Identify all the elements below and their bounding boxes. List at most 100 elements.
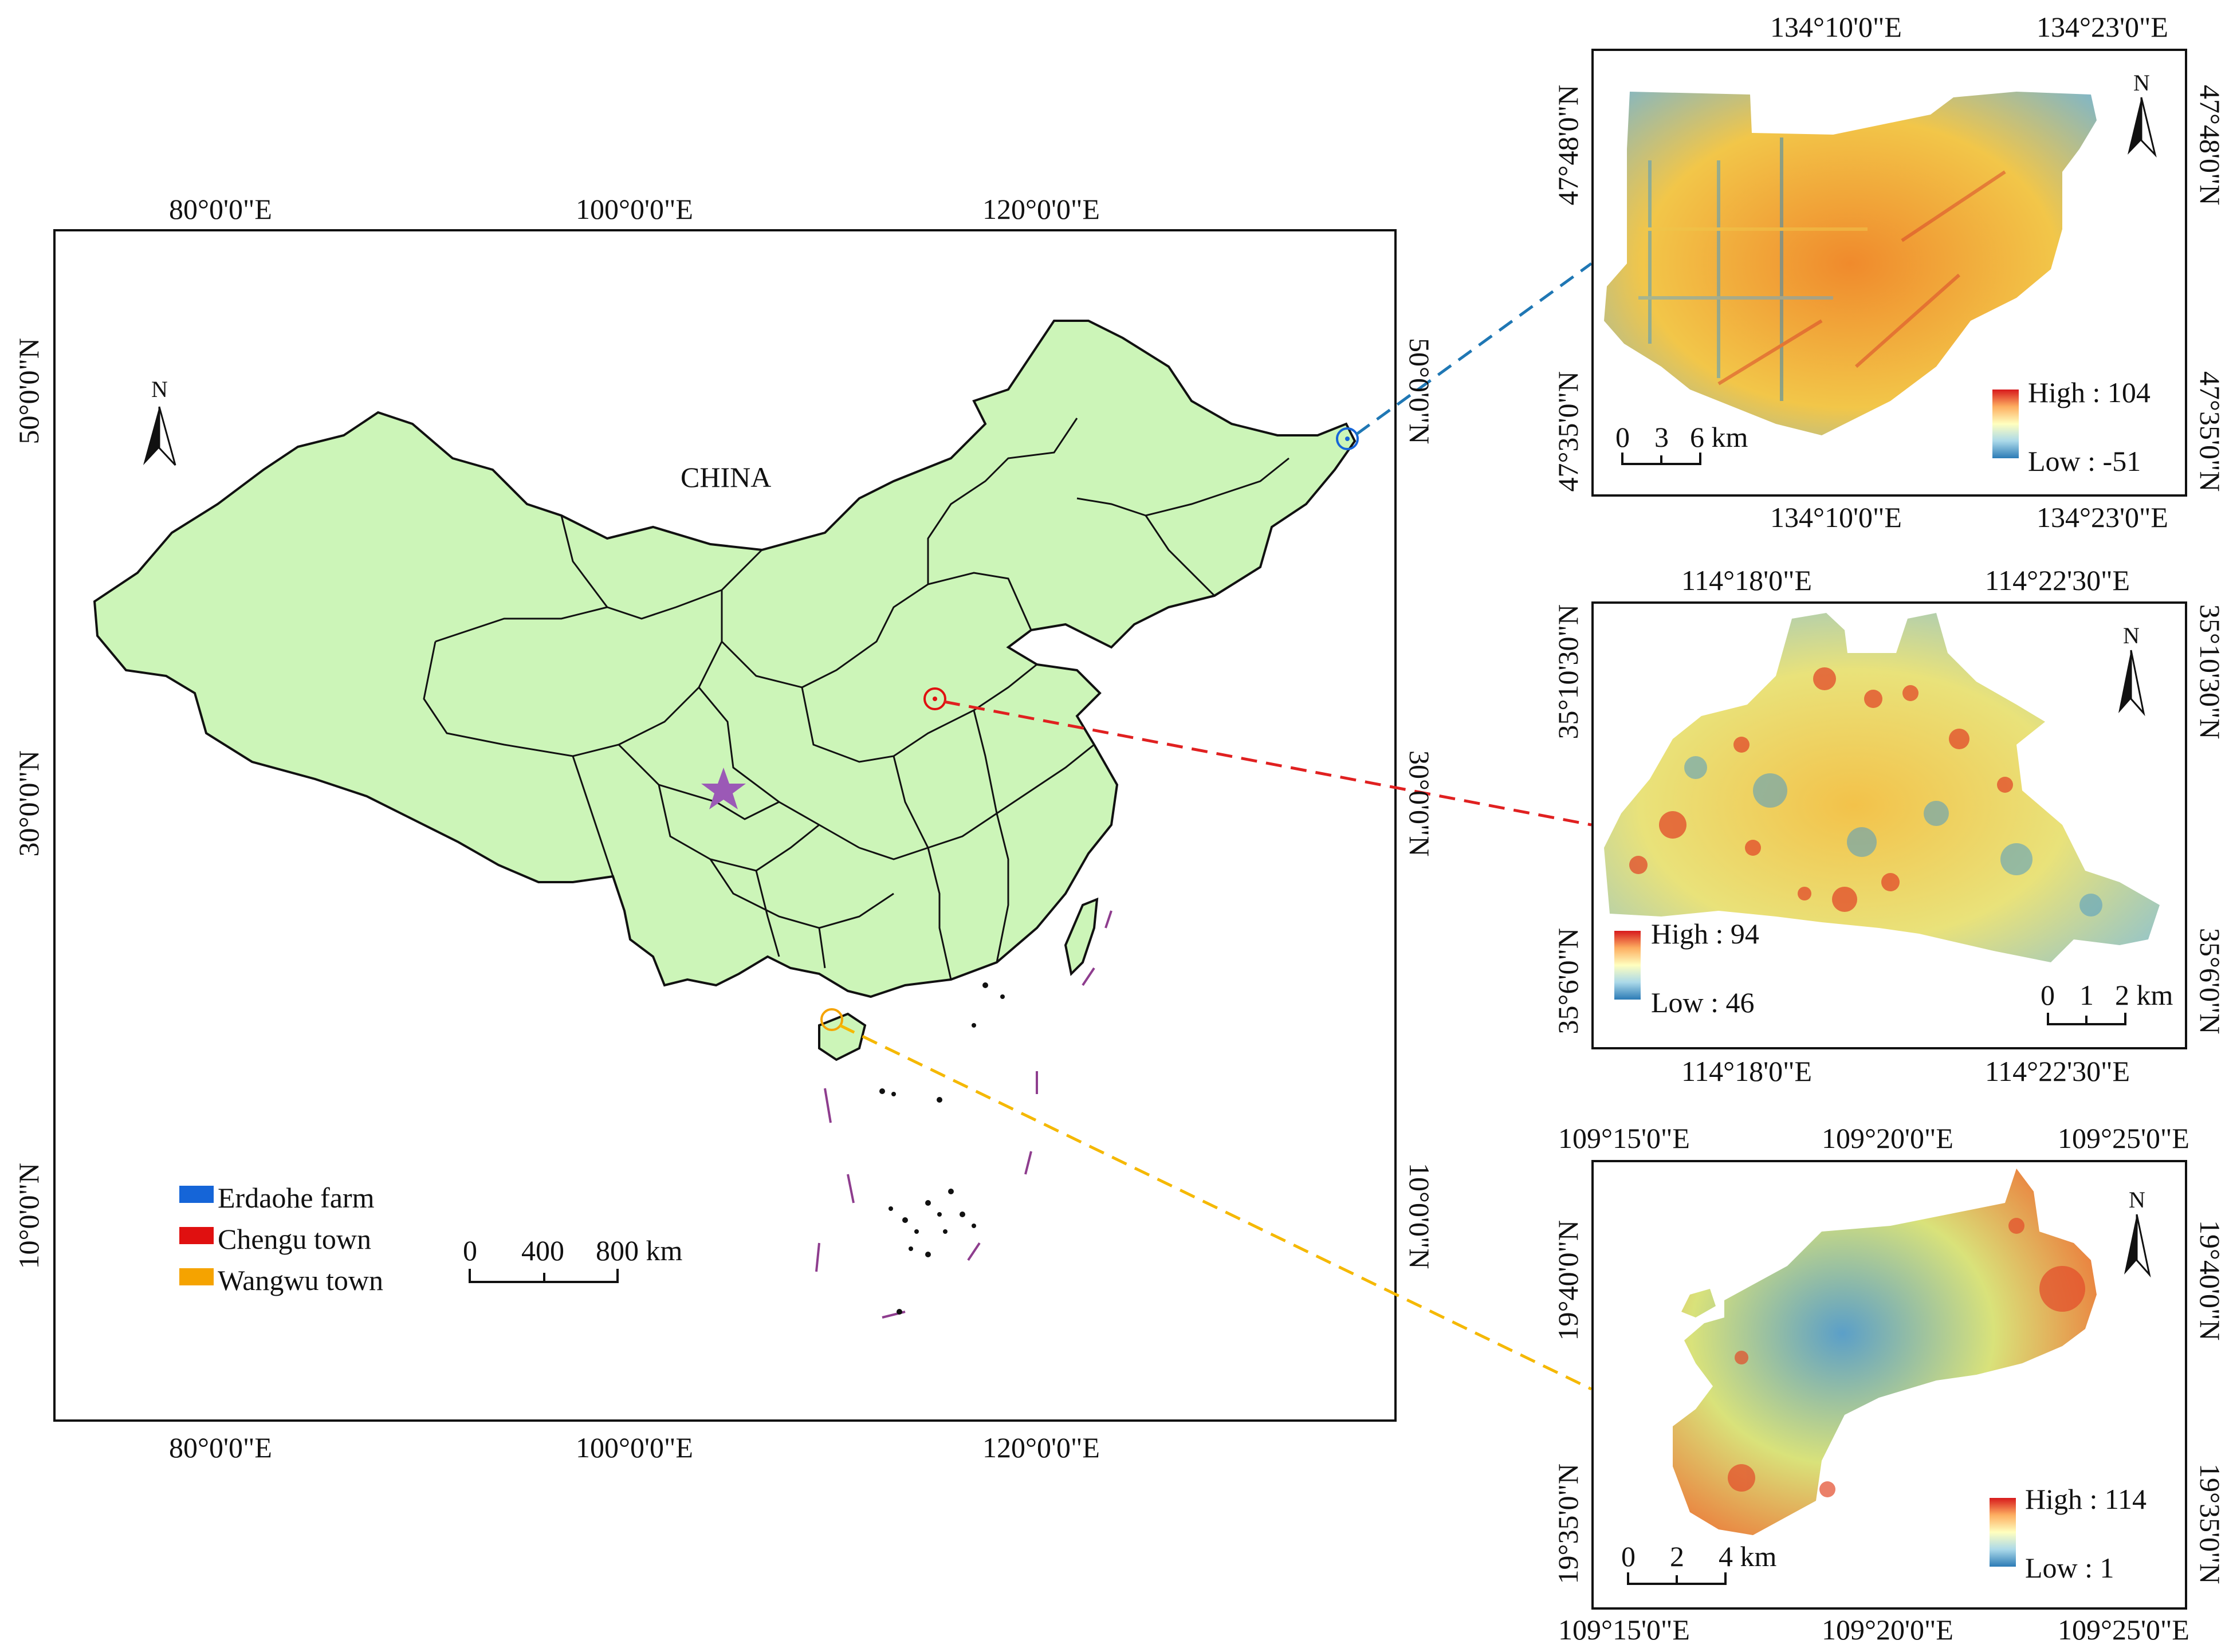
wangwu-inset-frame bbox=[1591, 1160, 2187, 1610]
chengu-right-lat-2: 35°6'0"N bbox=[2194, 928, 2226, 1035]
erdaohe-left-lat-2: 47°35'0"N bbox=[1552, 371, 1584, 492]
chengu-right-lat-1: 35°10'30"N bbox=[2194, 604, 2226, 740]
wangwu-leader-line bbox=[839, 1024, 1593, 1391]
wangwu-north-arrow bbox=[2124, 1214, 2151, 1278]
wangwu-scale-2: 2 bbox=[1670, 1540, 1684, 1572]
wangwu-high-label: High : 114 bbox=[2025, 1483, 2147, 1515]
wangwu-color-ramp bbox=[1990, 1498, 2016, 1567]
erdaohe-low-label: Low : -51 bbox=[2028, 445, 2141, 477]
hainan-island-shape bbox=[818, 1012, 867, 1061]
star-marker bbox=[701, 768, 746, 809]
chengu-scale-2: 2 km bbox=[2115, 979, 2173, 1011]
main-top-lon-label-2: 100°0'0"E bbox=[576, 193, 693, 225]
erdaohe-scale-0: 0 bbox=[1615, 421, 1630, 453]
chengu-leader-line bbox=[943, 700, 1592, 827]
chengu-scale-0: 0 bbox=[2041, 979, 2055, 1011]
erdaohe-scale-bar bbox=[1621, 453, 1701, 465]
main-top-lon-label-1: 80°0'0"E bbox=[169, 193, 272, 225]
erdaohe-high-label: High : 104 bbox=[2028, 376, 2151, 408]
legend-label-erdaohe: Erdaohe farm bbox=[218, 1182, 375, 1214]
main-north-label: N bbox=[151, 376, 168, 402]
china-mainland-shape bbox=[93, 320, 1357, 998]
erdaohe-right-lat-2: 47°35'0"N bbox=[2194, 371, 2226, 492]
wangwu-scale-bar bbox=[1627, 1572, 1727, 1585]
taiwan-island-shape bbox=[1064, 897, 1099, 977]
main-north-arrow bbox=[143, 406, 176, 466]
erdaohe-raster-shape bbox=[1604, 92, 2097, 435]
main-bottom-lon-label-1: 80°0'0"E bbox=[169, 1431, 272, 1464]
main-right-lat-label-3: 10°0'0"N bbox=[1404, 1163, 1436, 1269]
wangwu-bottom-lon-3: 109°25'0"E bbox=[2058, 1614, 2189, 1646]
chengu-bottom-lon-2: 114°22'30"E bbox=[1985, 1055, 2130, 1087]
erdaohe-scale-3: 3 bbox=[1654, 421, 1669, 453]
chengu-high-label: High : 94 bbox=[1651, 918, 1759, 950]
wangwu-top-lon-1: 109°15'0"E bbox=[1558, 1122, 1690, 1154]
chengu-scale-bar bbox=[2047, 1013, 2126, 1025]
wangwu-scale-0: 0 bbox=[1621, 1540, 1636, 1572]
chengu-inset-frame bbox=[1591, 601, 2187, 1049]
erdaohe-top-lon-2: 134°23'0"E bbox=[2037, 11, 2168, 43]
wangwu-low-label: Low : 1 bbox=[2025, 1552, 2114, 1584]
wangwu-scale-4: 4 km bbox=[1719, 1540, 1777, 1572]
chengu-bottom-lon-1: 114°18'0"E bbox=[1681, 1055, 1813, 1087]
chengu-scale-1: 1 bbox=[2079, 979, 2094, 1011]
erdaohe-left-lat-1: 47°48'0"N bbox=[1552, 85, 1584, 206]
erdaohe-scale-6: 6 km bbox=[1690, 421, 1748, 453]
main-left-lat-label-1: 50°0'0"N bbox=[13, 338, 45, 445]
wangwu-location-circle[interactable] bbox=[820, 1008, 843, 1031]
wangwu-right-lat-1: 19°40'0"N bbox=[2194, 1220, 2226, 1341]
legend-swatch-chengu bbox=[179, 1227, 214, 1244]
chengu-left-lat-2: 35°6'0"N bbox=[1552, 928, 1584, 1035]
wangwu-left-lat-2: 19°35'0"N bbox=[1552, 1464, 1584, 1584]
legend-label-chengu: Chengu town bbox=[218, 1223, 372, 1255]
main-scale-bar bbox=[469, 1269, 619, 1283]
wangwu-top-lon-2: 109°20'0"E bbox=[1822, 1122, 1953, 1154]
main-scale-label-0: 0 bbox=[463, 1234, 477, 1266]
main-left-lat-label-3: 10°0'0"N bbox=[13, 1163, 45, 1269]
legend-swatch-erdaohe bbox=[179, 1186, 214, 1203]
erdaohe-bottom-lon-2: 134°23'0"E bbox=[2037, 501, 2168, 533]
wangwu-top-lon-3: 109°25'0"E bbox=[2058, 1122, 2189, 1154]
wangwu-bottom-lon-2: 109°20'0"E bbox=[1822, 1614, 1953, 1646]
chengu-north-arrow bbox=[2118, 650, 2145, 717]
chengu-hotspots bbox=[1629, 667, 2013, 912]
chengu-north-label: N bbox=[2123, 623, 2140, 648]
chengu-raster-shape bbox=[1604, 613, 2160, 962]
erdaohe-north-label: N bbox=[2133, 70, 2150, 96]
chengu-coolspots bbox=[1684, 756, 2102, 917]
chengu-color-ramp bbox=[1614, 931, 1641, 1000]
main-scale-label-400: 400 bbox=[521, 1234, 564, 1266]
erdaohe-bottom-lon-1: 134°10'0"E bbox=[1770, 501, 1902, 533]
main-top-lon-label-3: 120°0'0"E bbox=[982, 193, 1100, 225]
chengu-top-lon-1: 114°18'0"E bbox=[1681, 564, 1813, 596]
wangwu-hotspots bbox=[1728, 1218, 2085, 1497]
wangwu-raster-shape bbox=[1673, 1169, 2097, 1535]
wangwu-right-lat-2: 19°35'0"N bbox=[2194, 1464, 2226, 1584]
chengu-location-circle[interactable] bbox=[923, 687, 946, 710]
legend-swatch-wangwu bbox=[179, 1268, 214, 1285]
erdaohe-inset-frame bbox=[1591, 49, 2187, 497]
chengu-left-lat-1: 35°10'30"N bbox=[1552, 604, 1584, 740]
wangwu-bottom-lon-1: 109°15'0"E bbox=[1558, 1614, 1690, 1646]
erdaohe-right-lat-1: 47°48'0"N bbox=[2194, 85, 2226, 206]
legend-label-wangwu: Wangwu town bbox=[218, 1264, 383, 1296]
erdaohe-leader-line bbox=[1355, 262, 1593, 436]
south-china-sea-islands bbox=[879, 982, 1005, 1315]
main-right-lat-label-1: 50°0'0"N bbox=[1404, 338, 1436, 445]
south-china-sea-dashes bbox=[815, 910, 1112, 1319]
chengu-low-label: Low : 46 bbox=[1651, 986, 1755, 1018]
main-bottom-lon-label-3: 120°0'0"E bbox=[982, 1431, 1100, 1464]
erdaohe-raster-texture bbox=[1638, 137, 2006, 401]
wangwu-left-lat-1: 19°40'0"N bbox=[1552, 1220, 1584, 1341]
erdaohe-color-ramp bbox=[1992, 390, 2019, 458]
erdaohe-location-circle[interactable] bbox=[1336, 427, 1359, 450]
main-right-lat-label-2: 30°0'0"N bbox=[1404, 750, 1436, 857]
main-left-lat-label-2: 30°0'0"N bbox=[13, 750, 45, 857]
wangwu-north-label: N bbox=[2129, 1187, 2145, 1213]
erdaohe-top-lon-1: 134°10'0"E bbox=[1770, 11, 1902, 43]
chengu-top-lon-2: 114°22'30"E bbox=[1985, 564, 2130, 596]
erdaohe-north-arrow bbox=[2128, 97, 2157, 158]
country-label: CHINA bbox=[681, 461, 772, 493]
main-scale-label-800: 800 km bbox=[596, 1234, 683, 1266]
